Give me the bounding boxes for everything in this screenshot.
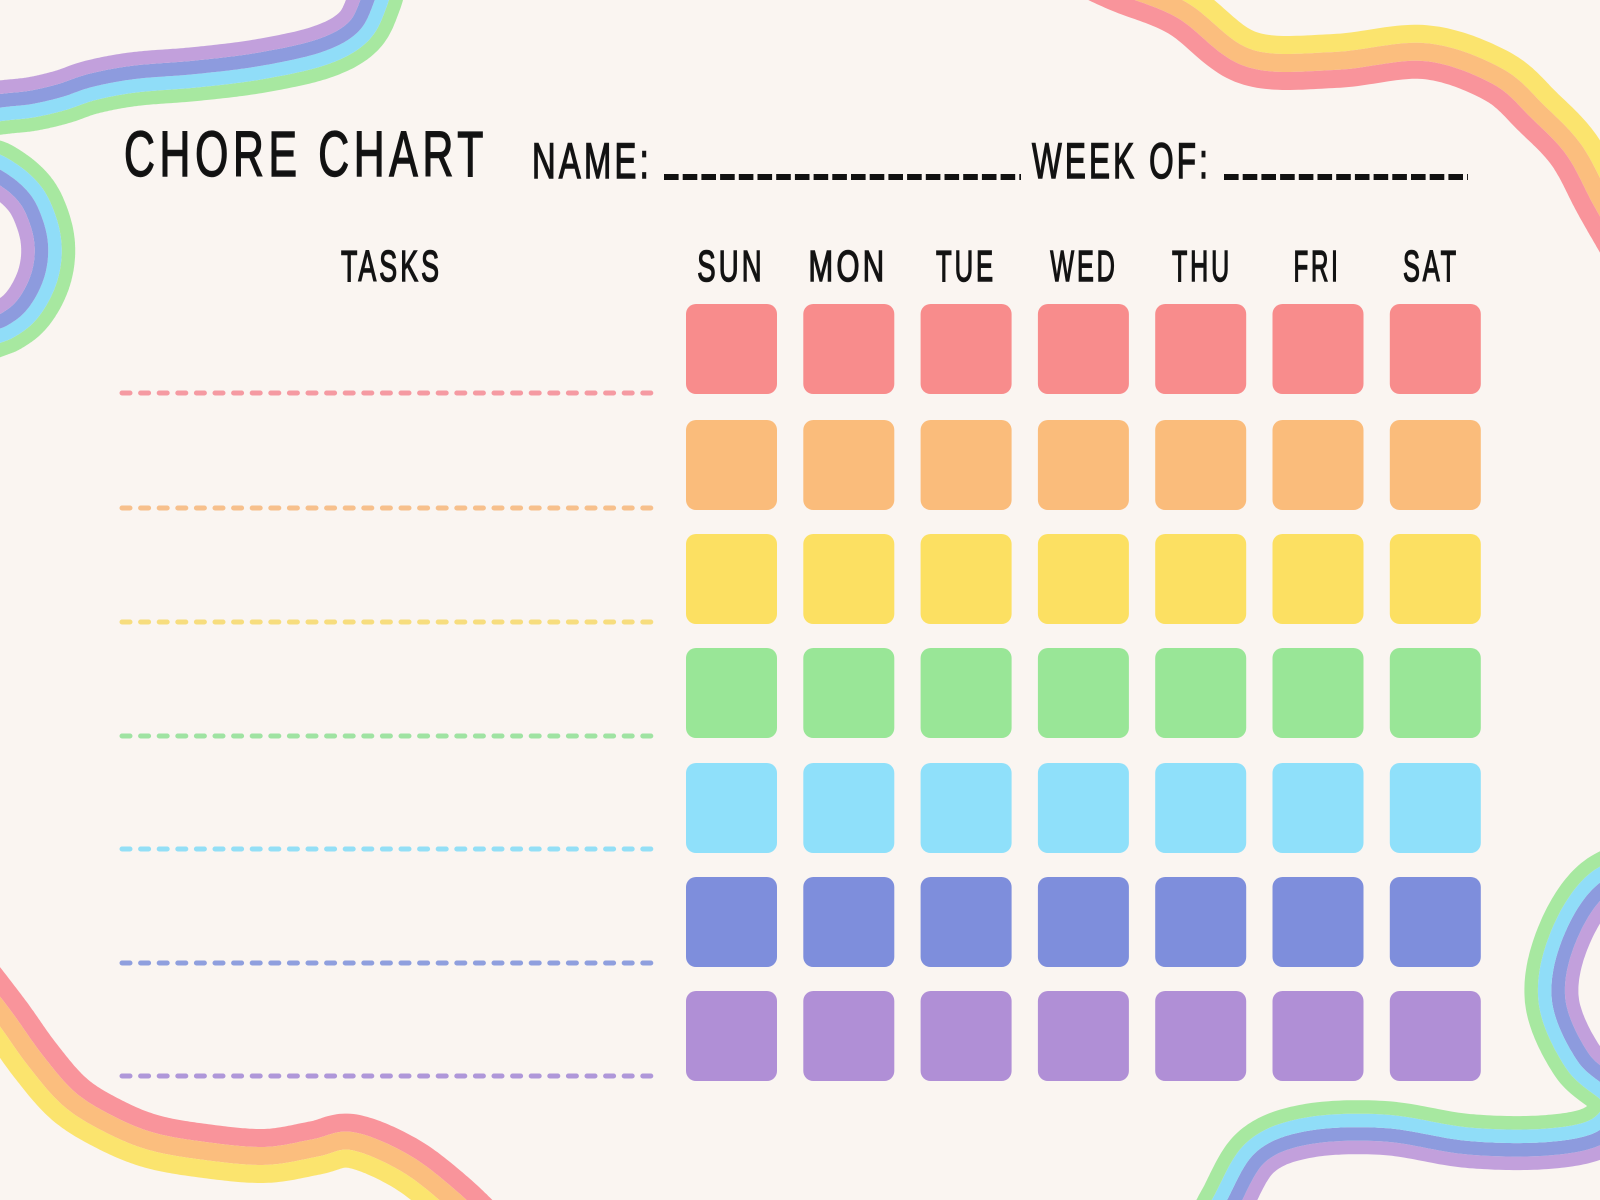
svg-text:TASKS: TASKS — [341, 242, 442, 291]
svg-text:FRI: FRI — [1294, 242, 1341, 291]
svg-text:MON: MON — [809, 242, 888, 291]
svg-text:TUE: TUE — [936, 242, 996, 291]
svg-text:CHORE CHART: CHORE CHART — [124, 118, 488, 190]
svg-text:SAT: SAT — [1403, 242, 1459, 291]
svg-text:THU: THU — [1172, 242, 1232, 291]
svg-text:SUN: SUN — [697, 242, 765, 291]
svg-text:WEEK OF:: WEEK OF: — [1032, 133, 1211, 189]
svg-text:WED: WED — [1050, 242, 1118, 291]
svg-text:NAME:: NAME: — [532, 133, 652, 189]
